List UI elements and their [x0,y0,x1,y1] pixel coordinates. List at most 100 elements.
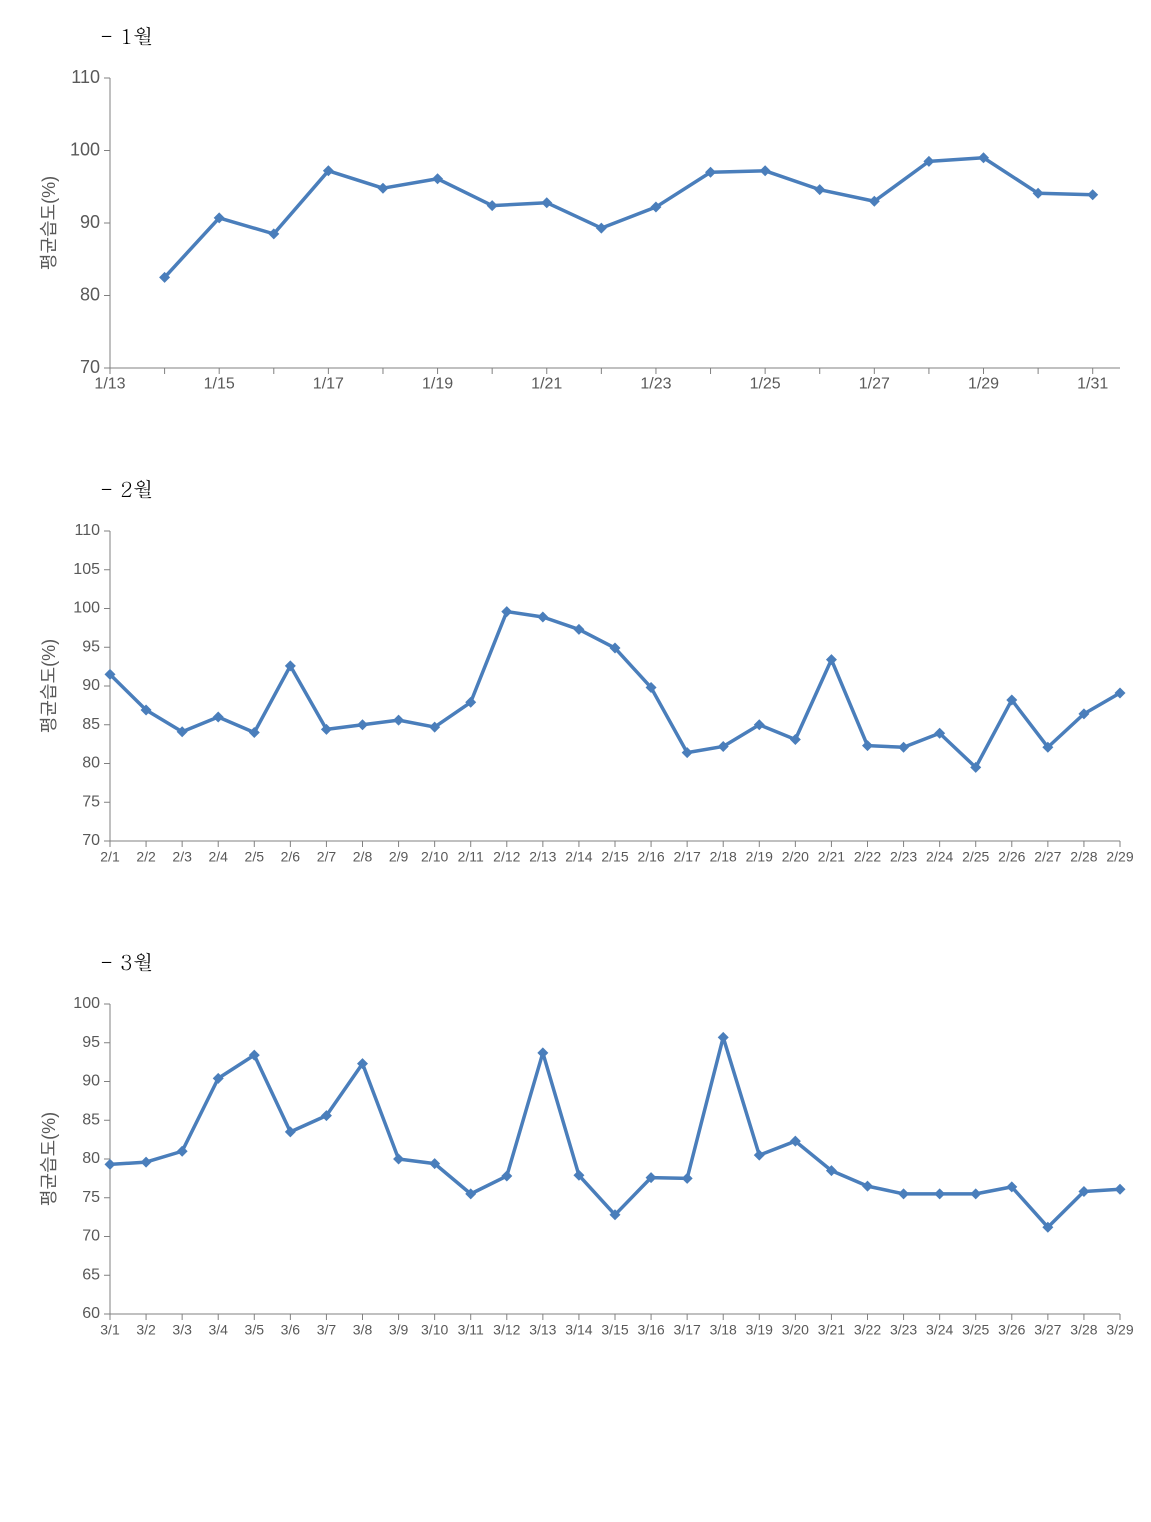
data-line [110,612,1120,768]
x-tick-label: 2/25 [962,848,989,864]
x-tick-label: 2/12 [493,848,520,864]
x-tick-label: 3/11 [458,1321,484,1337]
data-marker [970,1188,981,1199]
x-tick-label: 1/31 [1077,375,1108,392]
data-marker [377,183,388,194]
data-marker [934,1188,945,1199]
x-tick-label: 3/24 [926,1321,953,1337]
x-tick-label: 2/27 [1034,848,1061,864]
y-tick-label: 100 [70,139,100,159]
data-marker [826,654,837,665]
data-marker [501,606,512,617]
y-tick-label: 80 [80,284,100,304]
x-tick-label: 1/21 [531,375,562,392]
y-tick-label: 65 [82,1266,100,1283]
x-tick-label: 3/26 [998,1321,1025,1337]
x-tick-label: 3/3 [172,1321,192,1337]
y-axis-label: 평균습도(%) [39,639,59,733]
x-tick-label: 2/15 [601,848,628,864]
x-tick-label: 3/1 [100,1321,120,1337]
chart-plot-area: 6065707580859095100평균습도(%)3/13/23/33/43/… [20,994,1131,1359]
x-tick-label: 3/4 [208,1321,228,1337]
x-tick-label: 2/7 [317,848,337,864]
x-tick-label: 1/25 [750,375,781,392]
x-tick-label: 3/28 [1070,1321,1097,1337]
x-tick-label: 2/8 [353,848,373,864]
x-tick-label: 3/2 [136,1321,156,1337]
x-tick-label: 2/4 [208,848,228,864]
y-tick-label: 105 [73,561,100,578]
x-tick-label: 2/10 [421,848,448,864]
y-tick-label: 110 [74,522,100,539]
y-tick-label: 100 [73,600,100,617]
y-axis-label: 평균습도(%) [39,176,59,270]
chart-block: - 3월6065707580859095100평균습도(%)3/13/23/33… [20,946,1131,1359]
chart-plot-area: 707580859095100105110평균습도(%)2/12/22/32/4… [20,521,1131,886]
x-tick-label: 3/27 [1034,1321,1061,1337]
data-marker [541,197,552,208]
data-marker [814,184,825,195]
data-marker [213,712,224,723]
x-tick-label: 3/14 [565,1321,592,1337]
y-tick-label: 85 [82,1111,100,1128]
x-tick-label: 2/19 [746,848,773,864]
data-marker [357,719,368,730]
data-marker [105,1159,116,1170]
data-marker [790,734,801,745]
x-tick-label: 3/22 [854,1321,881,1337]
y-tick-label: 70 [82,1228,100,1245]
x-tick-label: 2/23 [890,848,917,864]
x-tick-label: 3/15 [601,1321,628,1337]
y-tick-label: 70 [80,357,100,377]
x-tick-label: 2/21 [818,848,845,864]
chart-plot-area: 708090100110평균습도(%)1/131/151/171/191/211… [20,68,1131,413]
x-tick-label: 3/21 [818,1321,845,1337]
x-tick-label: 3/19 [746,1321,773,1337]
data-marker [754,1150,765,1161]
y-tick-label: 80 [82,755,100,772]
x-tick-label: 1/17 [313,375,344,392]
chart-title: - 2월 [100,473,1131,503]
y-tick-label: 75 [82,1189,100,1206]
x-tick-label: 2/18 [710,848,737,864]
chart-block: - 2월 70 75 80 85 90 95 100 105 110 평균습도(%) 2/1 2/2 2/… [20,473,1131,886]
y-tick-label: 100 [73,995,100,1012]
x-tick-label: 2/13 [529,848,556,864]
x-tick-label: 2/26 [998,848,1025,864]
data-marker [898,1188,909,1199]
x-tick-label: 3/16 [637,1321,664,1337]
x-tick-label: 3/29 [1106,1321,1133,1337]
x-tick-label: 1/13 [94,375,125,392]
x-tick-label: 2/2 [136,848,156,864]
x-tick-label: 1/27 [859,375,890,392]
data-marker [862,740,873,751]
y-tick-label: 85 [82,716,100,733]
data-marker [393,1154,404,1165]
x-tick-label: 3/12 [493,1321,520,1337]
data-marker [898,742,909,753]
x-tick-label: 2/1 [100,848,120,864]
x-tick-label: 2/17 [674,848,701,864]
x-tick-label: 2/20 [782,848,809,864]
x-tick-label: 2/9 [389,848,409,864]
x-tick-label: 3/13 [529,1321,556,1337]
data-marker [682,1173,693,1184]
y-tick-label: 75 [82,793,100,810]
y-tick-label: 70 [82,832,100,849]
data-marker [537,612,548,623]
x-tick-label: 3/17 [674,1321,701,1337]
y-tick-label: 60 [82,1305,100,1322]
x-tick-label: 3/6 [281,1321,301,1337]
y-tick-label: 90 [82,677,100,694]
y-axis-label: 평균습도(%) [39,1112,59,1206]
data-marker [760,165,771,176]
charts-container: - 1월708090100110평균습도(%)1/131/151/171/191… [20,20,1131,1359]
chart-title: - 1월 [100,20,1131,50]
data-marker [862,1181,873,1192]
x-tick-label: 2/16 [637,848,664,864]
x-tick-label: 2/6 [281,848,301,864]
y-tick-label: 95 [82,638,100,655]
x-tick-label: 2/11 [458,848,484,864]
y-tick-label: 90 [80,212,100,232]
x-tick-label: 3/23 [890,1321,917,1337]
